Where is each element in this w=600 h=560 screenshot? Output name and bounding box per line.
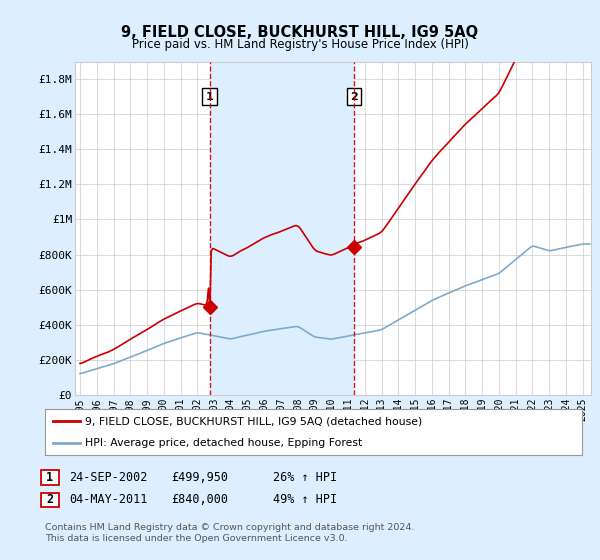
Text: 2: 2	[350, 92, 358, 101]
Text: 1: 1	[206, 92, 214, 101]
Bar	[209, 62, 354, 395]
Text: 2: 2	[46, 493, 53, 506]
Text: £499,950: £499,950	[171, 470, 228, 484]
Text: Price paid vs. HM Land Registry's House Price Index (HPI): Price paid vs. HM Land Registry's House …	[131, 38, 469, 52]
Text: 1: 1	[46, 470, 53, 484]
Text: 24-SEP-2002: 24-SEP-2002	[69, 470, 148, 484]
Text: 04-MAY-2011: 04-MAY-2011	[69, 493, 148, 506]
Text: HPI: Average price, detached house, Epping Forest: HPI: Average price, detached house, Eppi…	[85, 438, 362, 448]
Text: £840,000: £840,000	[171, 493, 228, 506]
Text: This data is licensed under the Open Government Licence v3.0.: This data is licensed under the Open Gov…	[45, 534, 347, 543]
Text: 49% ↑ HPI: 49% ↑ HPI	[273, 493, 337, 506]
Text: 9, FIELD CLOSE, BUCKHURST HILL, IG9 5AQ: 9, FIELD CLOSE, BUCKHURST HILL, IG9 5AQ	[121, 25, 479, 40]
Text: 9, FIELD CLOSE, BUCKHURST HILL, IG9 5AQ (detached house): 9, FIELD CLOSE, BUCKHURST HILL, IG9 5AQ …	[85, 416, 422, 426]
Text: 26% ↑ HPI: 26% ↑ HPI	[273, 470, 337, 484]
Text: Contains HM Land Registry data © Crown copyright and database right 2024.: Contains HM Land Registry data © Crown c…	[45, 523, 415, 532]
